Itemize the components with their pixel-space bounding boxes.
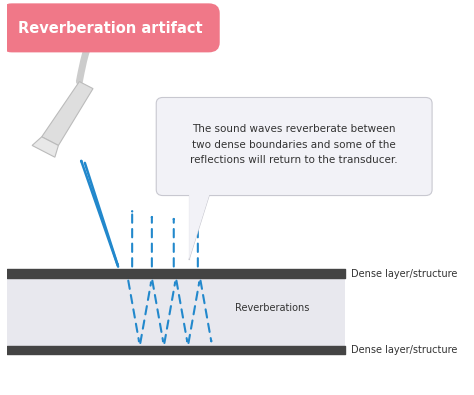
FancyBboxPatch shape xyxy=(156,98,432,196)
Text: Dense layer/structure: Dense layer/structure xyxy=(351,269,457,278)
FancyBboxPatch shape xyxy=(1,3,220,53)
Text: Dense layer/structure: Dense layer/structure xyxy=(351,345,457,355)
Polygon shape xyxy=(32,137,58,157)
Text: Reverberations: Reverberations xyxy=(235,303,310,313)
Bar xyxy=(8,278,345,346)
Text: The sound waves reverberate between
two dense boundaries and some of the
reflect: The sound waves reverberate between two … xyxy=(191,124,398,165)
Polygon shape xyxy=(42,81,93,145)
Ellipse shape xyxy=(90,22,110,36)
Polygon shape xyxy=(189,190,211,260)
Text: Reverberation artifact: Reverberation artifact xyxy=(18,21,202,36)
